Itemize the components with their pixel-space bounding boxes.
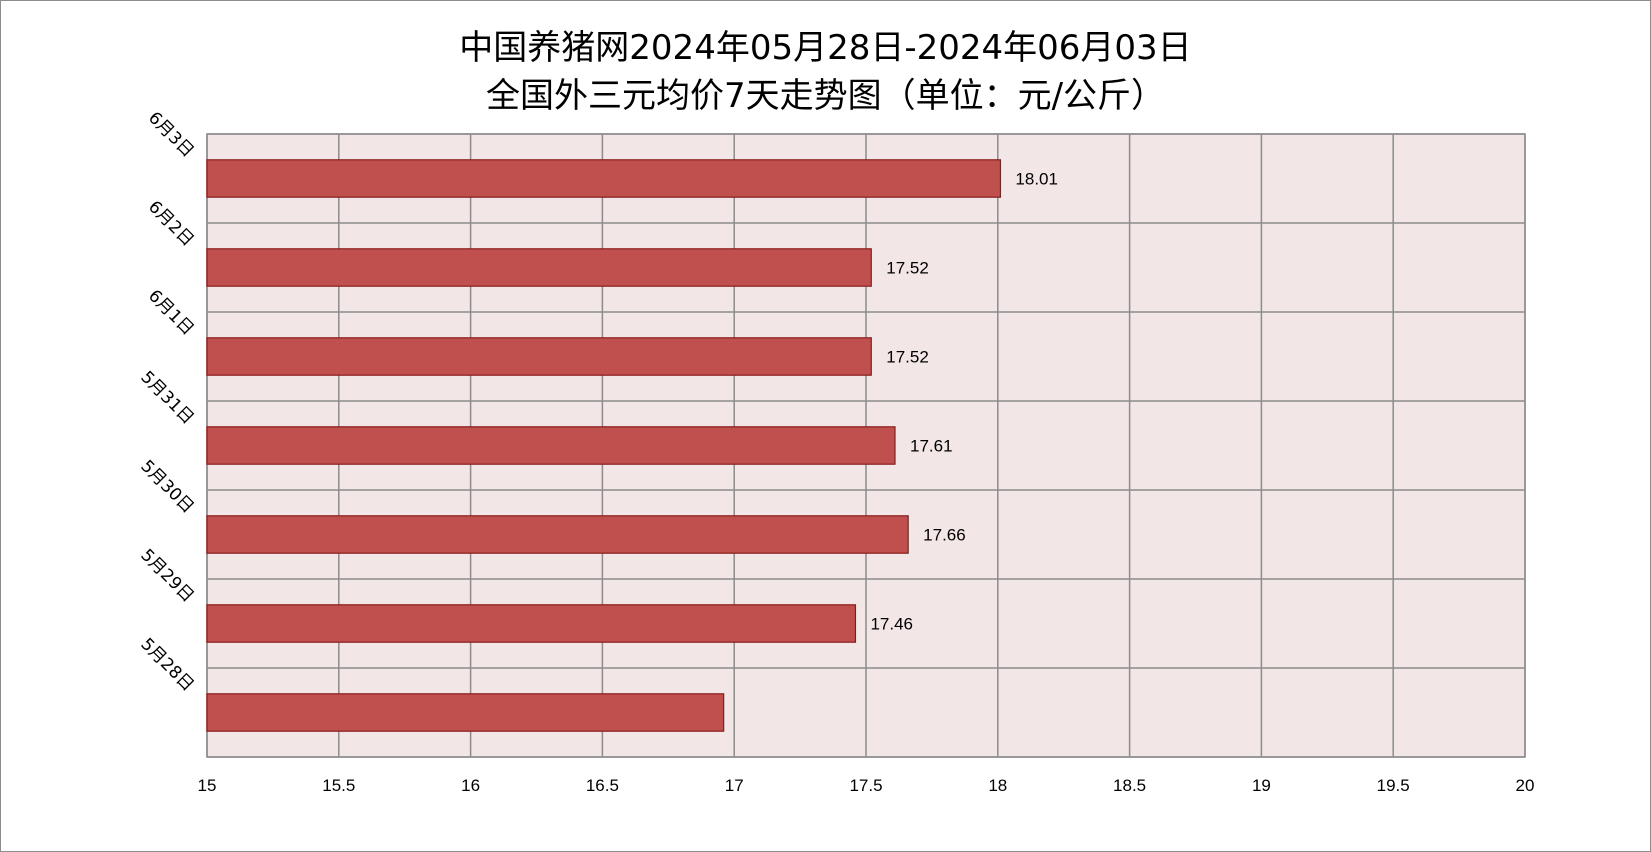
- x-tick-label: 17.5: [849, 776, 882, 795]
- bar-value-label: 17.52: [886, 348, 929, 367]
- x-tick-label: 16.5: [586, 776, 619, 795]
- x-tick-label: 16: [461, 776, 480, 795]
- x-tick-label: 18: [988, 776, 1007, 795]
- x-tick-label: 20: [1516, 776, 1535, 795]
- bar: [206, 248, 872, 287]
- x-tick-label: 17: [725, 776, 744, 795]
- chart-title-line-2: 全国外三元均价7天走势图（单位：元/公斤）: [485, 76, 1166, 116]
- bar: [206, 604, 857, 643]
- bar-value-label: 17.52: [886, 259, 929, 278]
- category-label: 6月2日: [144, 197, 197, 250]
- category-label: 5月31日: [136, 367, 197, 428]
- chart-title-line-1: 中国养猪网2024年05月28日-2024年06月03日: [459, 28, 1192, 68]
- bar-value-label: 18.01: [1015, 170, 1058, 189]
- category-labels: 5月28日 5月29日 5月30日 5月31日 6月1日 6月2日 6月3日: [136, 108, 197, 695]
- data-labels: 17.46 17.66 17.61 17.52 17.52 18.01: [870, 170, 1058, 634]
- category-label: 5月30日: [136, 456, 197, 517]
- category-label: 6月3日: [144, 108, 197, 161]
- bars: [206, 159, 1002, 732]
- category-label: 6月1日: [144, 286, 197, 339]
- bar: [206, 337, 872, 376]
- bar: [206, 515, 909, 554]
- x-tick-label: 19.5: [1377, 776, 1410, 795]
- x-tick-label: 19: [1252, 776, 1271, 795]
- x-tick-label: 15: [198, 776, 217, 795]
- bar: [206, 426, 896, 465]
- x-tick-label: 18.5: [1113, 776, 1146, 795]
- bar-value-label: 17.46: [870, 615, 913, 634]
- category-label: 5月29日: [136, 545, 197, 606]
- chart-title: 中国养猪网2024年05月28日-2024年06月03日 全国外三元均价7天走势…: [0, 24, 1651, 120]
- bar: [206, 159, 1002, 198]
- bar: [206, 693, 725, 732]
- x-axis-ticks: 15 15.5 16 16.5 17 17.5 18 18.5 19 19.5 20: [198, 776, 1535, 795]
- bar-value-label: 17.66: [923, 526, 966, 545]
- category-label: 5月28日: [136, 634, 197, 695]
- bar-value-label: 17.61: [910, 437, 953, 456]
- x-tick-label: 15.5: [322, 776, 355, 795]
